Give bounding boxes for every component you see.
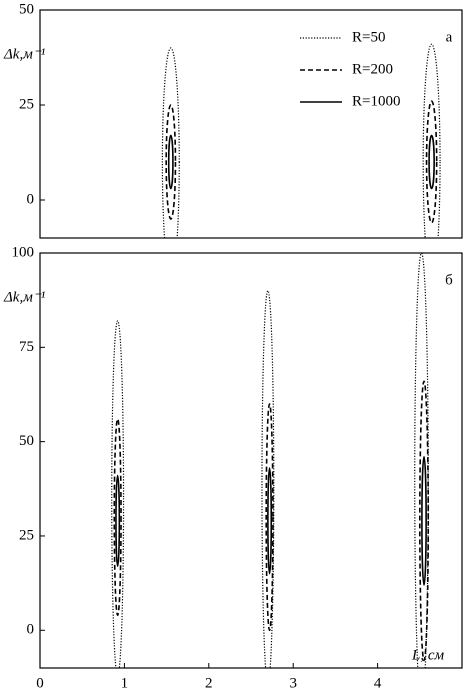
legend-label: R=50: [352, 29, 385, 45]
y-tick-label: 75: [19, 339, 34, 355]
contour: [261, 290, 275, 668]
x-tick-label: 1: [121, 675, 129, 691]
y-tick-label: 0: [27, 191, 35, 207]
contour: [421, 455, 427, 586]
x-axis-label: L, см: [411, 647, 445, 663]
y-tick-label: 100: [12, 244, 35, 260]
legend-label: R=1000: [352, 93, 400, 109]
x-tick-label: 0: [36, 675, 44, 691]
x-tick-label: 3: [289, 675, 297, 691]
x-tick-label: 2: [205, 675, 213, 691]
panel-label: б: [445, 272, 453, 288]
contour: [115, 474, 121, 567]
legend-label: R=200: [352, 61, 393, 77]
plot-area: [161, 43, 441, 238]
contour: [428, 134, 435, 190]
y-axis-label: Δk,м⁻¹: [3, 46, 46, 62]
y-axis-label: Δk,м⁻¹: [3, 289, 46, 305]
y-tick-label: 25: [19, 96, 34, 112]
contour: [113, 418, 122, 616]
contour: [422, 43, 441, 238]
x-tick-label: 4: [374, 675, 382, 691]
contour: [267, 467, 273, 575]
plot-area: [111, 253, 430, 668]
contour: [414, 253, 429, 668]
plot-frame: [39, 9, 463, 239]
y-tick-label: 0: [27, 622, 35, 638]
panel-label: а: [446, 29, 453, 45]
contour: [265, 403, 274, 632]
contour: [111, 320, 125, 668]
contour: [425, 100, 438, 224]
contour: [167, 134, 174, 190]
contour: [161, 47, 180, 238]
y-tick-label: 50: [19, 433, 34, 449]
contour: [165, 104, 177, 220]
y-tick-label: 25: [19, 527, 34, 543]
contour: [418, 380, 430, 662]
plot-frame: [39, 252, 463, 669]
y-tick-label: 50: [19, 1, 34, 17]
